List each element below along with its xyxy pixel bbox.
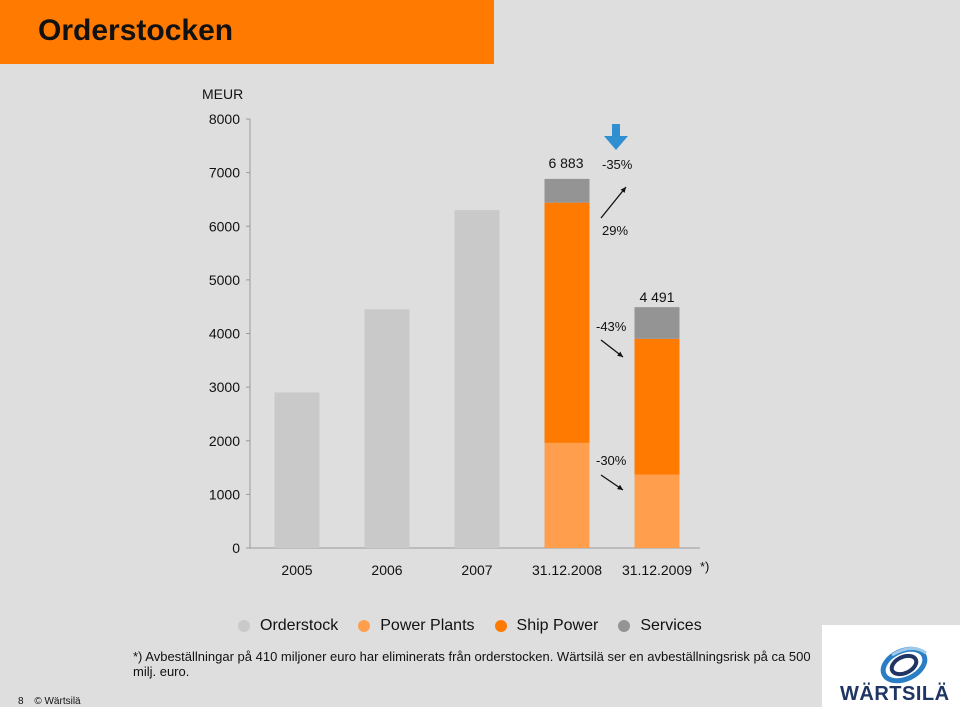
y-axis-label: MEUR bbox=[202, 86, 243, 102]
y-tick-label: 0 bbox=[232, 540, 240, 556]
bar-power-plants bbox=[634, 474, 680, 548]
page-number: 8 bbox=[18, 696, 24, 707]
y-tick-label: 7000 bbox=[209, 165, 240, 181]
legend-swatch bbox=[618, 620, 631, 632]
legend-swatch bbox=[494, 620, 507, 632]
title-bar bbox=[0, 0, 494, 64]
y-tick-label: 3000 bbox=[209, 379, 240, 395]
y-tick-label: 8000 bbox=[209, 111, 240, 127]
chart-legend: Orderstock Power Plants Ship Power Services bbox=[238, 616, 722, 636]
annotation-arrow-head bbox=[620, 187, 626, 193]
y-tick-label: 4000 bbox=[209, 326, 240, 342]
change-annotation: -43% bbox=[596, 319, 627, 334]
legend-item: Power Plants bbox=[358, 617, 475, 635]
legend-label: Power Plants bbox=[380, 617, 475, 634]
wartsila-swirl-logo-icon bbox=[880, 646, 928, 684]
page-footer: 8 © Wärtsilä bbox=[18, 696, 89, 707]
bar-orderstock bbox=[454, 210, 500, 548]
page-title: Orderstocken bbox=[38, 14, 234, 47]
bar-orderstock bbox=[274, 392, 320, 548]
total-label: 6 883 bbox=[548, 155, 583, 171]
bar-ship-power bbox=[634, 338, 680, 475]
x-tick-label: 2007 bbox=[461, 562, 492, 578]
x-tick-label: 2006 bbox=[371, 562, 402, 578]
y-tick-label: 2000 bbox=[209, 433, 240, 449]
annotation-arrow-head bbox=[617, 351, 623, 357]
x-tick-label: 31.12.2009 bbox=[622, 562, 692, 578]
bar-ship-power bbox=[544, 202, 590, 443]
category-note-marker: *) bbox=[700, 559, 709, 574]
y-tick-label: 1000 bbox=[209, 486, 240, 502]
change-annotation: -30% bbox=[596, 453, 627, 468]
x-tick-label: 2005 bbox=[281, 562, 312, 578]
annotation-arrow-line bbox=[600, 186, 627, 219]
change-annotation: -35% bbox=[602, 157, 633, 172]
logo: WÄRTSILÄ bbox=[822, 625, 960, 707]
copyright: © Wärtsilä bbox=[34, 696, 81, 707]
change-annotation: 29% bbox=[602, 223, 628, 238]
legend-label: Services bbox=[640, 617, 702, 634]
legend-label: Orderstock bbox=[260, 617, 339, 634]
legend-item: Ship Power bbox=[494, 617, 599, 635]
legend-label: Ship Power bbox=[516, 617, 599, 634]
x-tick-label: 31.12.2008 bbox=[532, 562, 602, 578]
logo-text: WÄRTSILÄ bbox=[840, 683, 950, 705]
footnote: *) Avbeställningar på 410 miljoner euro … bbox=[133, 649, 811, 679]
bar-services bbox=[544, 178, 590, 203]
blue-down-arrow-icon bbox=[604, 136, 628, 150]
legend-swatch bbox=[238, 620, 250, 632]
blue-down-arrow-icon bbox=[612, 124, 620, 137]
y-tick-label: 6000 bbox=[209, 218, 240, 234]
bar-services bbox=[634, 307, 680, 339]
legend-swatch bbox=[358, 620, 371, 632]
bar-power-plants bbox=[544, 442, 590, 548]
annotation-arrow-head bbox=[617, 484, 623, 490]
chart: 0 1000 2000 3000 4000 5000 6000 7000 8000 MEUR 200… bbox=[202, 86, 709, 578]
y-tick-label: 5000 bbox=[209, 272, 240, 288]
legend-item: Services bbox=[618, 617, 702, 635]
bar-orderstock bbox=[364, 309, 410, 548]
legend-item: Orderstock bbox=[238, 617, 338, 635]
total-label: 4 491 bbox=[639, 289, 674, 305]
